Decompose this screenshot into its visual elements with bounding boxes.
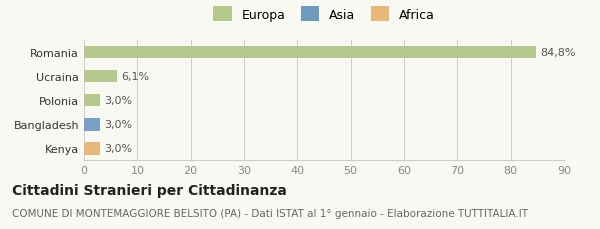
Text: 6,1%: 6,1% — [121, 72, 149, 82]
Legend: Europa, Asia, Africa: Europa, Asia, Africa — [209, 4, 439, 25]
Bar — [84, 118, 100, 131]
Text: Cittadini Stranieri per Cittadinanza: Cittadini Stranieri per Cittadinanza — [12, 183, 287, 197]
Bar — [84, 47, 536, 59]
Bar — [84, 71, 116, 83]
Text: 84,8%: 84,8% — [541, 48, 576, 58]
Bar — [84, 142, 100, 155]
Bar — [84, 95, 100, 107]
Text: 3,0%: 3,0% — [104, 144, 133, 154]
Text: 3,0%: 3,0% — [104, 120, 133, 130]
Text: 3,0%: 3,0% — [104, 96, 133, 106]
Text: COMUNE DI MONTEMAGGIORE BELSITO (PA) - Dati ISTAT al 1° gennaio - Elaborazione T: COMUNE DI MONTEMAGGIORE BELSITO (PA) - D… — [12, 208, 528, 218]
